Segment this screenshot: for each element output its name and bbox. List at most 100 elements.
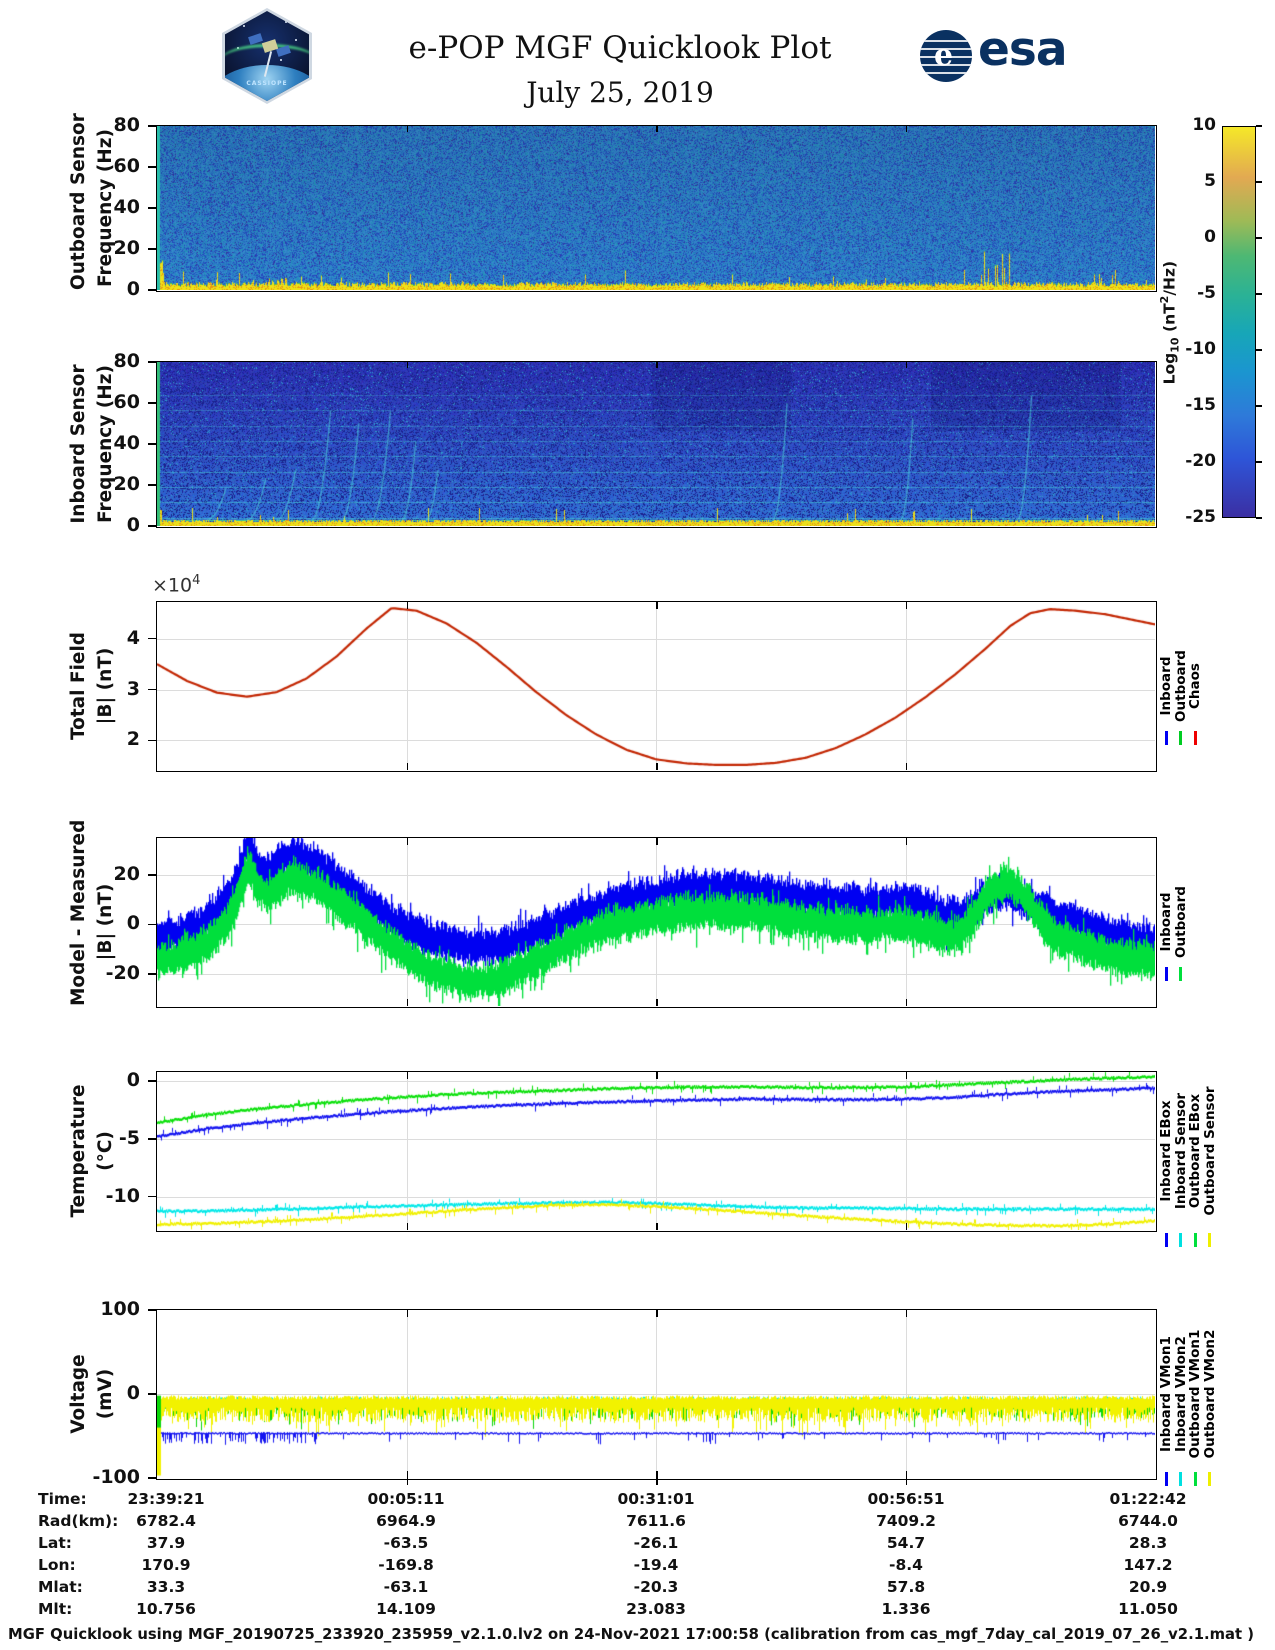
table-cell: 147.2	[1123, 1556, 1173, 1574]
inboard-spectrogram-canvas	[157, 362, 1155, 526]
mission-patch-label: CASSIOPE	[246, 80, 288, 87]
x-tickmark-top	[905, 126, 907, 132]
x-tickmark-top	[656, 838, 658, 845]
x-tickmark-bottom	[656, 763, 658, 770]
table-cell: 11.050	[1118, 1600, 1178, 1618]
table-cell: 00:05:11	[367, 1490, 445, 1508]
legend-label-voltage: Outboard VMon2	[1201, 1329, 1218, 1459]
total-field-exponent-label: ×104	[152, 573, 201, 597]
y-tick-label: 40	[113, 196, 140, 218]
y-tick-label: -100	[92, 1466, 140, 1488]
x-tickmark-bottom	[656, 999, 658, 1006]
colorbar-tick-label: -10	[1185, 339, 1216, 359]
table-cell: -26.1	[633, 1534, 679, 1552]
esa-globe-line	[920, 40, 972, 42]
colorbar-tickmark	[1256, 461, 1262, 463]
x-tickmark-top	[905, 362, 907, 368]
legend-marker	[1164, 1233, 1168, 1248]
table-cell: -169.8	[378, 1556, 434, 1574]
y-tick-label: -20	[105, 961, 140, 984]
table-cell: -63.1	[383, 1578, 429, 1596]
page-title: e-POP MGF Quicklook Plot	[408, 30, 832, 66]
y-tick-label: 0	[126, 278, 140, 300]
legend-marker	[1164, 1472, 1168, 1487]
page-date: July 25, 2019	[526, 76, 714, 109]
table-cell: 57.8	[886, 1578, 926, 1596]
colorbar-tick-label: -20	[1185, 451, 1216, 471]
table-cell: -20.3	[633, 1578, 679, 1596]
y-tickmark	[148, 637, 157, 640]
legend-label-voltage: Inboard VMon1	[1158, 1336, 1174, 1452]
legend-label-temperature: Outboard EBox	[1187, 1093, 1203, 1209]
legend-label-total-field: Inboard	[1158, 656, 1174, 716]
y-tickmark	[148, 739, 157, 742]
x-tickmark-top	[406, 362, 408, 368]
x-tickmark-top	[905, 1310, 907, 1317]
table-row-label: Lon:	[38, 1556, 76, 1574]
table-cell: 7611.6	[626, 1512, 686, 1530]
colorbar-tick-label: -5	[1197, 283, 1216, 303]
legend-marker	[1179, 1233, 1182, 1248]
y-tickmark	[148, 1309, 157, 1311]
x-tickmark-bottom	[905, 763, 907, 770]
colorbar-tick-label: -15	[1185, 395, 1216, 415]
colorbar-tickmark	[1256, 517, 1262, 519]
y-tick-label: -10	[105, 1184, 140, 1207]
esa-wordmark: esa	[978, 22, 1068, 77]
y-tick-label: 40	[113, 432, 140, 454]
mission-patch-artwork: CASSIOPE	[225, 11, 309, 101]
legend-marker	[1179, 731, 1182, 746]
esa-globe-line	[920, 64, 972, 66]
y-tickmark	[148, 688, 157, 691]
y-tickmark	[148, 923, 157, 926]
y-tickmark	[148, 1195, 157, 1198]
voltage-canvas	[157, 1310, 1155, 1478]
table-cell: 33.3	[146, 1578, 186, 1596]
table-row-label: Rad(km):	[38, 1512, 119, 1530]
temperature-canvas	[157, 1072, 1155, 1230]
legend-marker	[1164, 731, 1168, 746]
y-tick-label: 4	[126, 626, 140, 649]
esa-globe-icon: e	[920, 30, 972, 82]
x-tickmark-top	[656, 602, 658, 609]
x-tickmark-top	[406, 838, 408, 845]
colorbar-tickmark	[1256, 181, 1262, 183]
x-tickmark-top	[656, 362, 658, 368]
table-cell: -8.4	[889, 1556, 923, 1574]
table-cell: 00:56:51	[867, 1490, 945, 1508]
table-cell: 23:39:21	[127, 1490, 205, 1508]
legend-marker	[1193, 731, 1197, 746]
y-tick-label: 0	[126, 912, 140, 935]
y-tick-label: 0	[126, 1069, 140, 1092]
table-cell: -63.5	[383, 1534, 429, 1552]
x-tickmark-top	[905, 838, 907, 845]
y-tickmark	[148, 1138, 157, 1140]
table-cell: -19.4	[633, 1556, 679, 1574]
y-tickmark	[148, 361, 157, 363]
table-cell: 14.109	[376, 1600, 436, 1618]
table-row-label: Time:	[38, 1490, 87, 1508]
table-cell: 1.336	[881, 1600, 931, 1618]
x-tickmark-top	[406, 1072, 408, 1079]
legend-marker	[1193, 1472, 1197, 1487]
y-tick-label: 20	[113, 863, 140, 886]
x-tickmark-bottom	[905, 1223, 907, 1230]
y-tick-label: 80	[113, 114, 140, 136]
y-tickmark	[148, 1080, 157, 1082]
x-tickmark-bottom	[905, 1471, 907, 1478]
y-tickmark	[148, 248, 157, 250]
colorbar-label: Log10 (nT2/Hz)	[1070, 261, 1270, 384]
x-tickmark-top	[656, 1310, 658, 1317]
y-tick-label: 20	[113, 237, 140, 259]
x-tickmark-top	[406, 126, 408, 132]
legend-label-voltage: Outboard VMon1	[1187, 1329, 1203, 1459]
table-cell: 54.7	[886, 1534, 926, 1552]
y-tickmark	[148, 874, 157, 876]
colorbar-tick-label: 5	[1204, 171, 1216, 191]
table-cell: 6782.4	[136, 1512, 196, 1530]
colorbar-tickmark	[1256, 405, 1262, 407]
y-tick-label: -5	[118, 1126, 140, 1149]
y-tick-label: 20	[113, 473, 140, 495]
legend-label-temperature: Outboard Sensor	[1201, 1086, 1218, 1216]
y-tickmark	[148, 973, 157, 975]
